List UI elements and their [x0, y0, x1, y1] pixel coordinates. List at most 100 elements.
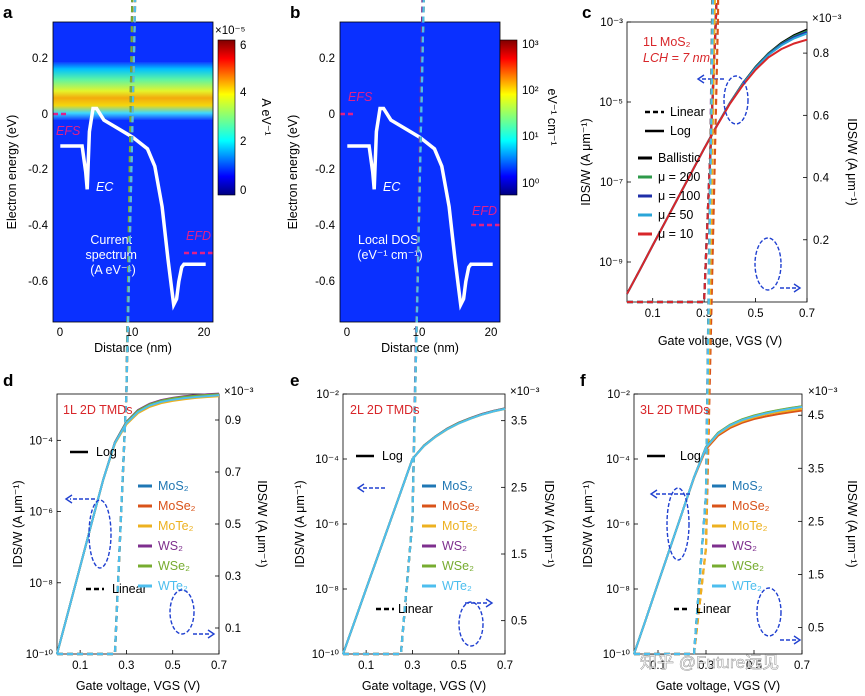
arrow-d-left-head [64, 494, 73, 504]
ytick-lin-d-2: 0.5 [225, 519, 241, 531]
ytick-lin-e-3: 0.5 [511, 616, 527, 628]
ytick-log-e-1: 10⁻⁴ [315, 454, 339, 466]
legend-f-log-label: Log [680, 449, 701, 463]
legend-d: MoS₂ MoSe₂ MoTe₂ WS₂ WSe₂ WTe₂ [138, 479, 196, 593]
colorbar-a-tick-2: 2 [240, 136, 246, 148]
panel-c: c 0.1 0.3 0.5 0.710⁻³10⁻⁵10⁻⁷10⁻⁹0.80.60.40… [579, 0, 859, 348]
colorbar-a-label: A eV⁻¹ [259, 98, 273, 135]
xlabel-b: Distance (nm) [381, 341, 459, 355]
annotation-ellipse-e-linear [458, 601, 484, 647]
ytick-b-4: -0.6 [315, 276, 335, 288]
ytick-log-f-1: 10⁻⁴ [606, 454, 630, 466]
series-d-5-log [56, 394, 220, 655]
legend-label-c-3: μ = 50 [658, 208, 693, 222]
series-f-1-log [633, 409, 803, 655]
panel-a: a EFS EC EFD Current spectrum (A eV⁻¹) 0… [3, 3, 273, 355]
panel-f: f 0.1 0.3 0.5 0.7 10⁻² 10⁻⁴ 10⁻⁶ 10⁻⁸ 10⁻¹⁰ 4.5 3.… [580, 0, 859, 693]
series-d-0-log [56, 393, 220, 655]
series-f-5-linear [634, 0, 715, 656]
right-exp-f: ×10⁻³ [808, 386, 838, 398]
panel-b-note-line2: (eV⁻¹ cm⁻¹) [357, 248, 422, 262]
panel-d: d 0.1 0.3 0.5 0.7 10⁻⁴ 10⁻⁶ 10⁻⁸ 10⁻¹⁰ 0.9 0.7 0.5… [3, 0, 269, 693]
panel-label-d: d [3, 371, 13, 390]
series-f-1-linear [634, 0, 720, 656]
xtick-d-3: 0.7 [211, 660, 227, 672]
title-e: 2L 2D TMDs [350, 403, 419, 417]
conduction-band-edge-a [60, 106, 206, 311]
ytick-b-2: -0.2 [315, 164, 335, 176]
legend-d-log-label: Log [96, 445, 117, 459]
ytick-log-f-2: 10⁻⁶ [606, 519, 630, 531]
ytick-lin-e-0: 3.5 [511, 416, 527, 428]
xtick-b-0: 0 [344, 327, 350, 339]
ytick-lin-c-3: 0.2 [813, 235, 829, 247]
ytick-log-d-2: 10⁻⁸ [29, 578, 53, 590]
arrow-e-right-head [485, 598, 494, 608]
legend-c: Ballistic μ = 200 μ = 100 μ = 50 μ = 10 [638, 151, 700, 241]
xlabel-d: Gate voltage, VGS (V) [76, 679, 200, 693]
legend-label-c-1: μ = 200 [658, 170, 700, 184]
xlabel-f: Gate voltage, VGS (V) [656, 679, 780, 693]
series-f-3-linear [634, 0, 714, 656]
panel-a-note-line3: (A eV⁻¹) [90, 263, 136, 277]
title-c-line2: LCH = 7 nm [643, 51, 710, 65]
ylabel-a: Electron energy (eV) [5, 115, 19, 230]
xtick-d-2: 0.5 [165, 660, 181, 672]
right-exp-e: ×10⁻³ [510, 386, 540, 398]
series-f-2-log [633, 407, 803, 655]
annotation-ellipse-c-linear [754, 237, 782, 291]
panel-label-c: c [582, 3, 591, 22]
panel-e: e 0.1 0.3 0.5 0.7 10⁻² 10⁻⁴ 10⁻⁶ 10⁻⁸ 10⁻¹⁰ 3.5 2.… [290, 0, 556, 693]
ytick-a-4: -0.6 [28, 276, 48, 288]
ytick-lin-e-1: 2.5 [511, 482, 527, 494]
watermark: 知乎 @Future远见 [640, 653, 779, 672]
ticks-f: 0.1 0.3 0.5 0.7 10⁻² 10⁻⁴ 10⁻⁶ 10⁻⁸ 10⁻¹⁰ 4.5 3.5 2… [603, 389, 824, 672]
annotation-ellipse-f-log [666, 487, 690, 561]
xtick-d-0: 0.1 [72, 660, 88, 672]
colorbar-b-tick-0: 10³ [522, 39, 539, 51]
xtick-f-2: 0.5 [746, 660, 762, 672]
legend-label-f-1: MoSe₂ [732, 499, 770, 513]
ytick-log-d-1: 10⁻⁶ [29, 507, 53, 519]
annotation-ellipse-d-log [88, 499, 112, 569]
xtick-e-1: 0.3 [404, 660, 420, 672]
ytick-lin-e-2: 1.5 [511, 549, 527, 561]
ec-label-b: EC [383, 180, 401, 194]
legend-label-c-2: μ = 100 [658, 189, 700, 203]
panel-a-note-line1: Current [90, 233, 132, 247]
ylabel-b: Electron energy (eV) [286, 115, 300, 230]
ytick-log-c-3: 10⁻⁹ [599, 257, 623, 269]
xlabel-c: Gate voltage, VGS (V) [658, 334, 782, 348]
ytick-log-d-3: 10⁻¹⁰ [26, 649, 54, 661]
ec-label-a: EC [96, 180, 114, 194]
series-f-3-log [633, 405, 803, 655]
legend-label-d-1: MoSe₂ [158, 499, 196, 513]
colorbar-a-tick-0: 6 [240, 40, 246, 52]
xtick-a-0: 0 [57, 327, 63, 339]
ytick-a-2: -0.2 [28, 164, 48, 176]
panel-label-e: e [290, 371, 299, 390]
xtick-e-3: 0.7 [497, 660, 513, 672]
legend-label-e-2: MoTe₂ [442, 519, 478, 533]
ytick-log-e-3: 10⁻⁸ [315, 584, 339, 596]
xtick-b-2: 20 [485, 327, 498, 339]
xtick-e-0: 0.1 [358, 660, 374, 672]
ytick-log-e-0: 10⁻² [316, 389, 339, 401]
xtick-f-3: 0.7 [794, 660, 810, 672]
colorbar-b-tick-2: 10¹ [522, 131, 539, 143]
series-d [56, 0, 220, 656]
ytick-lin-f-1: 3.5 [808, 463, 824, 475]
conduction-band-edge-b [347, 106, 493, 311]
efd-label-a: EFD [186, 229, 211, 243]
legend-label-f-3: WS₂ [732, 539, 757, 553]
ytick-lin-d-3: 0.3 [225, 571, 241, 583]
arrow-f-left-head [649, 489, 658, 499]
legend-label-d-2: MoTe₂ [158, 519, 194, 533]
series-e-5-log [342, 407, 506, 655]
series-f-4-linear [634, 0, 714, 656]
colorbar-b-label: eV⁻¹ cm⁻¹ [545, 89, 559, 146]
panel-label-b: b [290, 3, 300, 22]
ylabel-d-left: IDS/W (A μm⁻¹) [11, 480, 25, 567]
legend-label-e-0: MoS₂ [442, 479, 473, 493]
